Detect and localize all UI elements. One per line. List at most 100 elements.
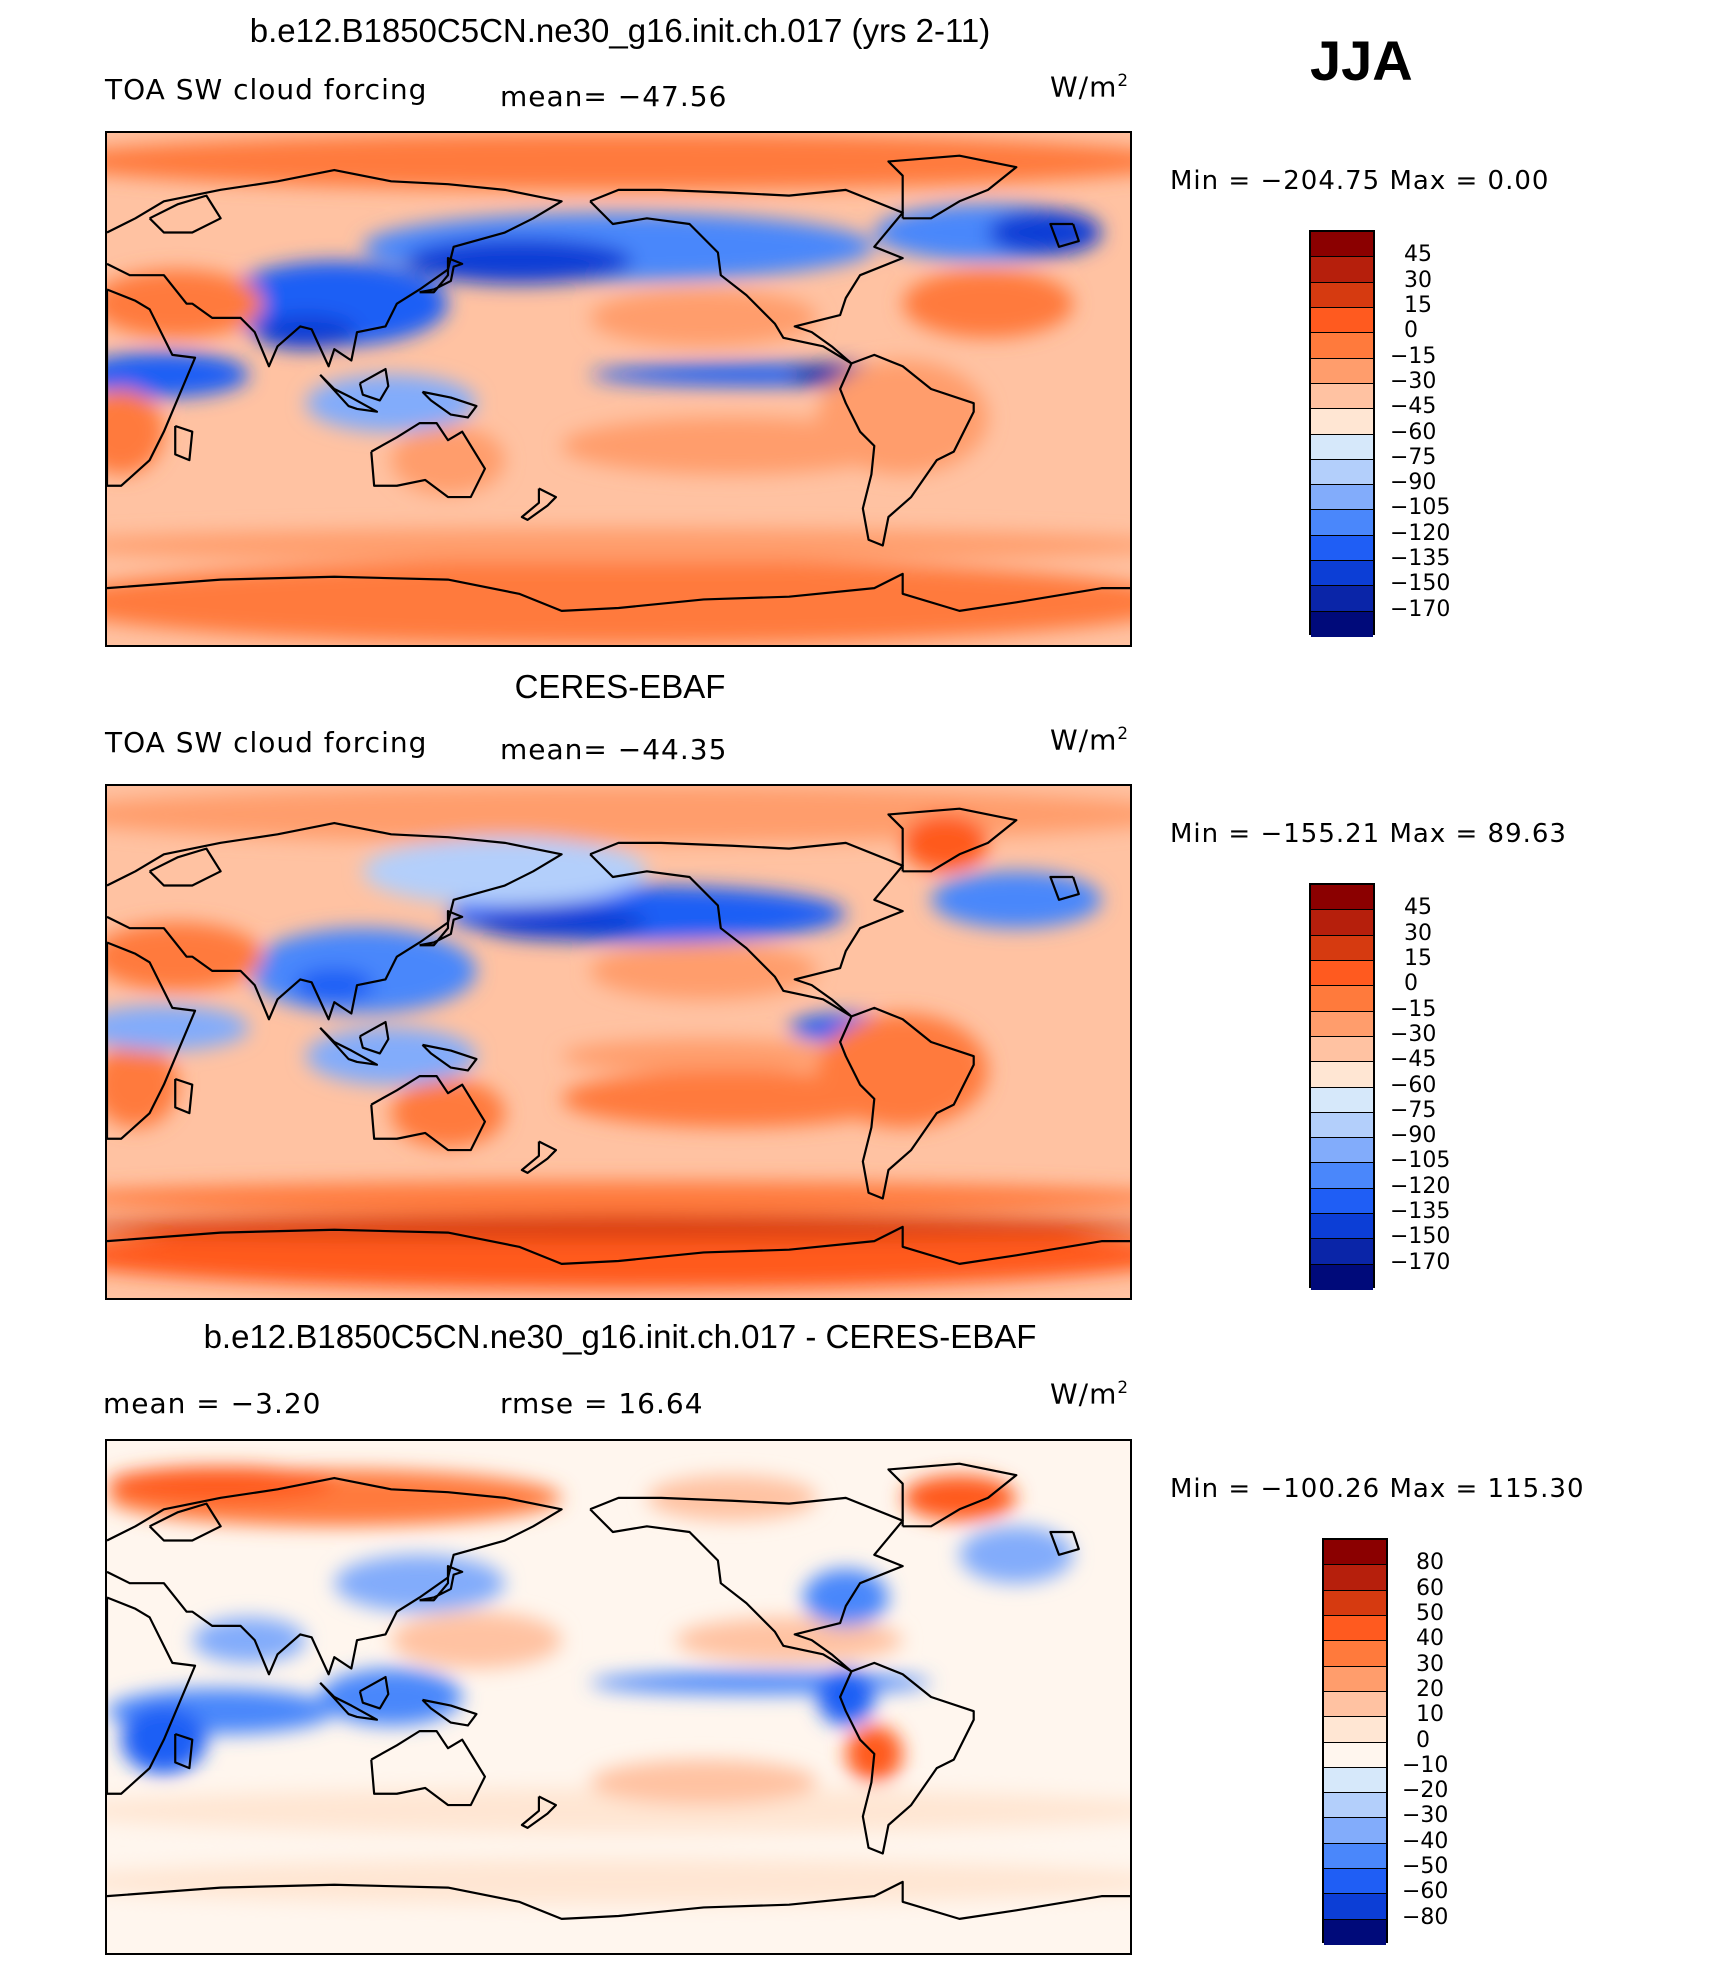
colorbar-label: 45 [1404, 895, 1432, 921]
colorbar-label: −90 [1390, 1123, 1437, 1149]
field-region [902, 269, 1074, 338]
field-region [249, 928, 477, 1014]
colorbar-label: −170 [1390, 1249, 1451, 1275]
field-region [320, 1668, 463, 1726]
field-region [590, 289, 818, 347]
colorbar-label: −45 [1390, 1047, 1437, 1073]
field-region [192, 1617, 306, 1663]
colorbar-label: −10 [1402, 1752, 1449, 1778]
coastline [107, 1596, 197, 1795]
coastline [520, 1140, 558, 1174]
colorbar-box [1311, 232, 1373, 258]
colorbar-label: −60 [1390, 1072, 1437, 1098]
colorbar-label: −75 [1390, 1097, 1437, 1123]
panel1-units-sup: 2 [1117, 70, 1130, 90]
field-region [107, 1005, 250, 1051]
coastline [174, 424, 194, 462]
coastline [319, 1682, 379, 1721]
field-region [590, 942, 818, 1000]
coastline [107, 821, 563, 1021]
colorbar-box [1311, 307, 1373, 334]
panel1-units-text: W/m [1050, 70, 1118, 104]
coastline [319, 374, 379, 413]
colorbar-label: −30 [1390, 368, 1437, 394]
coastline [839, 1006, 975, 1200]
colorbar-label: −15 [1390, 343, 1437, 369]
colorbar-box [1324, 1641, 1386, 1667]
field-region [590, 1759, 818, 1806]
colorbar-box [1311, 885, 1373, 911]
colorbar-label: −40 [1402, 1828, 1449, 1854]
coastline [174, 1077, 194, 1115]
field-region [646, 1475, 818, 1521]
coastline [520, 1795, 558, 1829]
colorbar-label: −90 [1390, 470, 1437, 496]
field-layer [107, 1466, 1130, 1905]
colorbar-label: −60 [1390, 419, 1437, 445]
colorbar-label: −170 [1390, 596, 1451, 622]
map-field [107, 786, 1130, 1298]
colorbar-label: 20 [1416, 1676, 1444, 1702]
coastline [1049, 222, 1080, 248]
field-region [107, 1788, 1130, 1834]
coastline [1049, 875, 1080, 901]
colorbar-box [1311, 1112, 1373, 1139]
colorbar-box [1311, 1239, 1373, 1265]
colorbar-box [1311, 1062, 1373, 1088]
coastline [370, 1730, 487, 1807]
field-layer [107, 133, 1130, 645]
colorbar-label: 30 [1404, 920, 1432, 946]
colorbar-box [1311, 1188, 1373, 1215]
colorbar-label: 10 [1416, 1702, 1444, 1728]
colorbar-box [1311, 434, 1373, 460]
colorbar-label: 45 [1404, 242, 1432, 268]
field-region [107, 1466, 335, 1501]
colorbar-box [1311, 510, 1373, 536]
colorbar-box [1311, 910, 1373, 936]
colorbar-box [1324, 1615, 1386, 1642]
field-region [107, 1181, 1130, 1216]
colorbar-label: −135 [1390, 1199, 1451, 1225]
colorbar-box [1311, 611, 1373, 637]
panel2-colorbar-labels: 45 30 15 0 −15 −30 −45 −60 −75 −90 −105 −120 −135 −15… [1390, 883, 1470, 1288]
colorbar-label: −75 [1390, 444, 1437, 470]
colorbar-box [1311, 282, 1373, 308]
coastline [107, 1476, 563, 1676]
panel3-minmax: Min = −100.26 Max = 115.30 [1170, 1474, 1585, 1504]
colorbar-box [1311, 409, 1373, 435]
coastline [358, 1675, 390, 1710]
coastline [421, 390, 478, 419]
colorbar-box [1311, 459, 1373, 486]
coastline [589, 188, 904, 365]
colorbar-box [1324, 1793, 1386, 1819]
colorbar-box [1324, 1717, 1386, 1743]
colorbar-label: −120 [1390, 520, 1451, 546]
panel3-units-text: W/m [1050, 1377, 1118, 1411]
coastline [358, 1020, 390, 1055]
field-region [107, 1859, 1130, 1905]
colorbar-label: −30 [1402, 1803, 1449, 1829]
coastline [421, 1043, 478, 1072]
panel3-map [105, 1439, 1132, 1955]
colorbar-box [1324, 1691, 1386, 1718]
panel1-mean: mean= −47.56 [500, 80, 728, 113]
coastline [839, 353, 975, 547]
field-region [405, 238, 633, 284]
coastline [887, 1462, 1018, 1528]
field-region [305, 374, 477, 432]
panel1-title: b.e12.B1850C5CN.ne30_g16.init.ch.017 (yr… [249, 12, 991, 49]
colorbar-box [1311, 1264, 1373, 1290]
coastline [107, 288, 197, 487]
map-field [107, 133, 1130, 645]
coastline [148, 1502, 222, 1542]
field-region [107, 389, 164, 475]
colorbar-box [1311, 986, 1373, 1012]
coastline [589, 1496, 904, 1673]
colorbar-label: 0 [1404, 971, 1418, 997]
colorbar-label: 0 [1416, 1727, 1430, 1753]
field-region [987, 209, 1102, 256]
coastline [839, 1661, 975, 1855]
field-region [107, 1042, 179, 1128]
field-region [107, 528, 1130, 563]
panel3-colorbar-labels: 80 60 50 40 30 20 10 0 −10 −20 −30 −40 −50 −60 −80 [1402, 1538, 1482, 1943]
